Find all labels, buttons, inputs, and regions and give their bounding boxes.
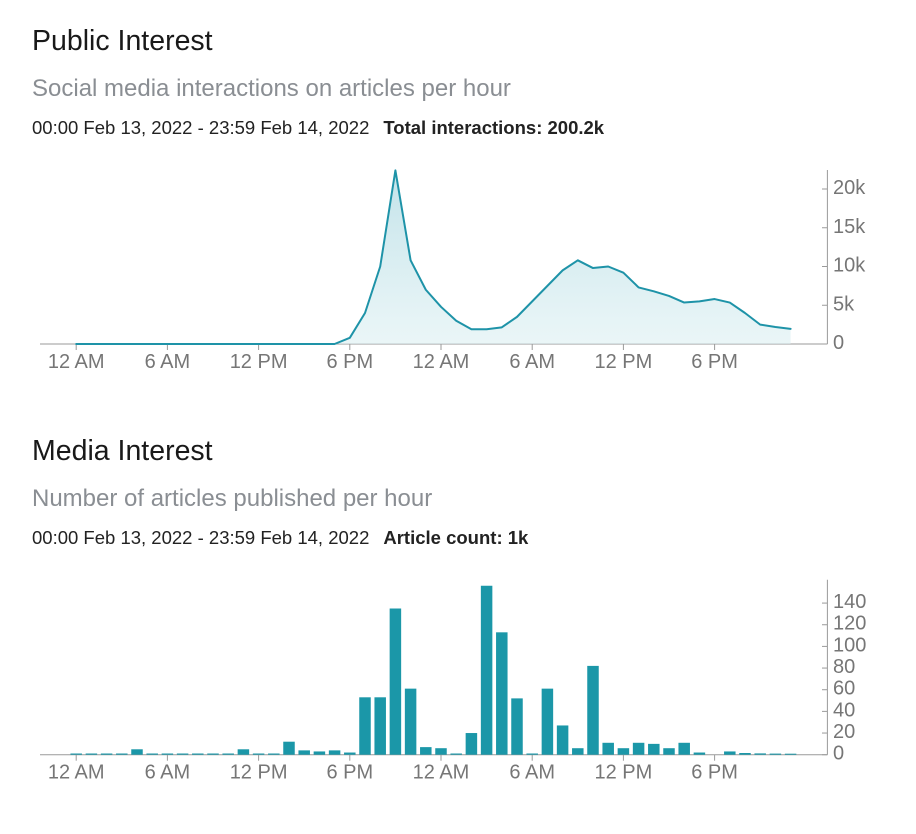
svg-text:6 AM: 6 AM xyxy=(509,762,555,784)
svg-text:80: 80 xyxy=(833,656,855,678)
svg-text:6 PM: 6 PM xyxy=(691,762,738,784)
svg-text:60: 60 xyxy=(833,678,855,700)
svg-text:140: 140 xyxy=(833,591,866,613)
svg-text:6 PM: 6 PM xyxy=(326,762,373,784)
svg-text:100: 100 xyxy=(833,634,866,656)
svg-text:12 PM: 12 PM xyxy=(594,762,652,784)
svg-text:6 AM: 6 AM xyxy=(145,762,191,784)
svg-text:12 AM: 12 AM xyxy=(48,762,105,784)
svg-text:12 PM: 12 PM xyxy=(230,762,288,784)
svg-text:20: 20 xyxy=(833,721,855,743)
svg-text:0: 0 xyxy=(833,743,844,765)
svg-text:12 AM: 12 AM xyxy=(413,762,470,784)
svg-text:120: 120 xyxy=(833,613,866,635)
svg-text:40: 40 xyxy=(833,699,855,721)
